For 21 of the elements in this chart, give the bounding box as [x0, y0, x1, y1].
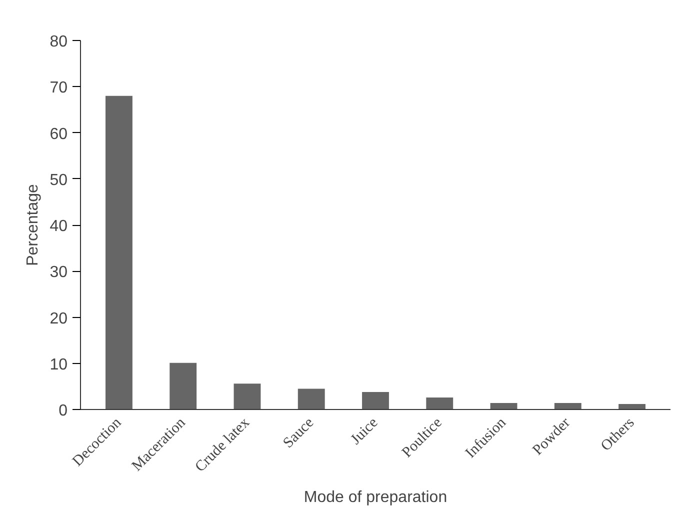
y-tick-label: 80: [50, 34, 68, 50]
x-axis-title: Mode of preparation: [304, 489, 448, 506]
bar: [426, 398, 454, 410]
bar: [618, 404, 646, 410]
x-tick-label: Juice: [348, 414, 382, 448]
bar: [298, 388, 325, 410]
bar: [554, 403, 582, 410]
y-tick-label: 60: [50, 126, 68, 143]
bar: [362, 392, 389, 410]
bar: [170, 362, 197, 410]
y-tick-label: 0: [58, 402, 68, 420]
y-tick-label: 40: [50, 218, 68, 235]
y-tick-label: 10: [50, 356, 68, 374]
bar: [490, 403, 518, 410]
y-tick-label: 30: [50, 264, 68, 282]
y-axis-title: Percentage: [24, 184, 42, 266]
y-tick-label: 20: [50, 310, 68, 328]
y-tick-label: 50: [50, 172, 68, 189]
bar: [234, 384, 261, 410]
y-tick-label: 70: [50, 80, 68, 97]
bar: [106, 96, 132, 410]
